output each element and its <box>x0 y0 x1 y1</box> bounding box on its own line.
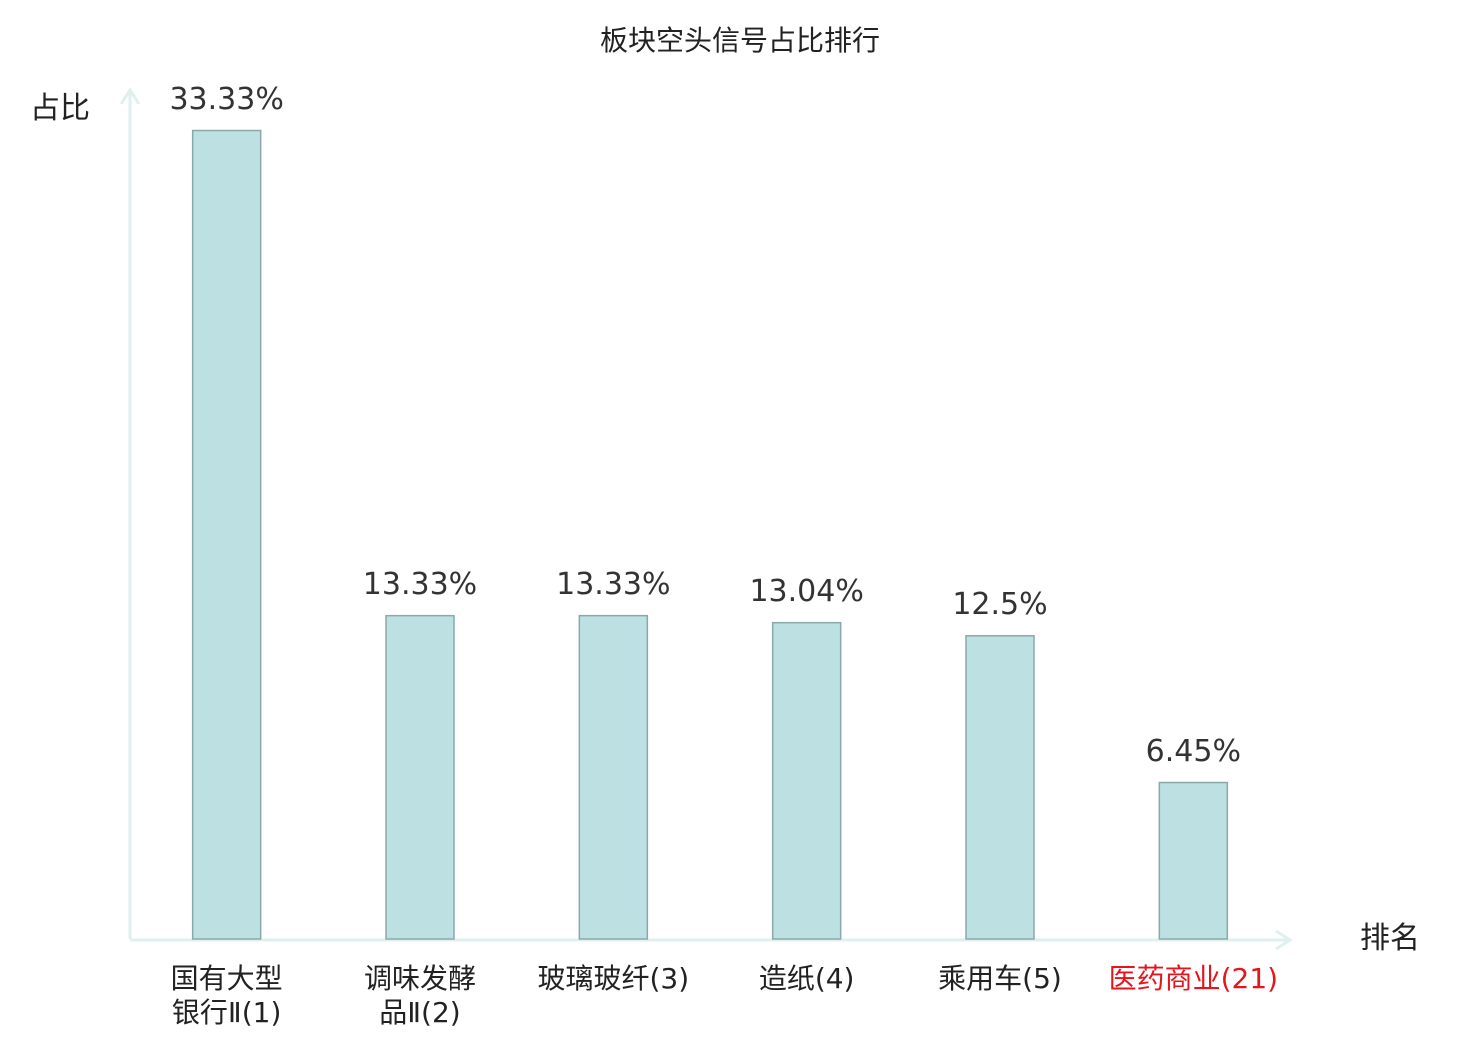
value-label: 13.04% <box>749 573 864 609</box>
x-tick-label: 玻璃玻纤(3) <box>537 962 690 995</box>
bar <box>385 614 455 940</box>
value-label: 12.5% <box>952 586 1048 622</box>
x-tick-label: 医药商业(21) <box>1108 962 1279 995</box>
x-axis-label: 排名 <box>1360 921 1420 956</box>
x-tick-label: 调味发酵 品Ⅱ(2) <box>363 962 476 1029</box>
bar <box>578 614 649 940</box>
x-tick-label: 乘用车(5) <box>938 962 1062 995</box>
y-axis <box>119 87 141 939</box>
y-axis-label: 占比 <box>30 91 90 126</box>
value-label: 13.33% <box>556 566 671 602</box>
x-tick-label: 国有大型 银行Ⅱ(1) <box>170 962 283 1029</box>
value-label: 6.45% <box>1145 733 1241 769</box>
value-label: 13.33% <box>362 566 478 602</box>
bar <box>1158 781 1229 940</box>
value-label: 33.33% <box>169 81 284 117</box>
x-axis <box>130 929 1293 951</box>
bar <box>771 621 842 940</box>
bar <box>191 129 262 940</box>
bar <box>965 635 1035 940</box>
x-tick-label: 造纸(4) <box>758 962 855 995</box>
chart-title: 板块空头信号占比排行 <box>599 24 880 57</box>
